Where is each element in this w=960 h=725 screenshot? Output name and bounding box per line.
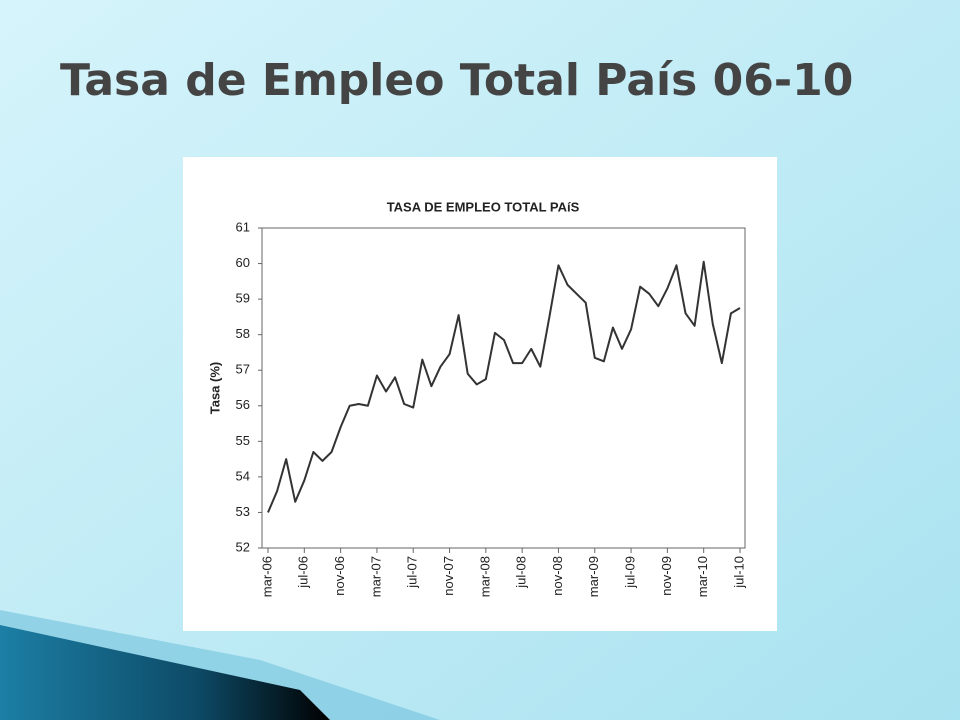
x-tick-label: jul-08 — [514, 556, 529, 589]
y-tick-label: 58 — [236, 326, 250, 341]
x-tick-label: mar-06 — [259, 556, 274, 597]
x-tick-label: jul-10 — [731, 556, 746, 589]
x-tick-label: jul-09 — [623, 556, 638, 589]
x-tick-label: mar-09 — [586, 556, 601, 597]
slide-title: Tasa de Empleo Total País 06-10 — [60, 55, 853, 106]
y-tick-label: 53 — [236, 504, 250, 519]
decor — [0, 625, 330, 720]
chart-title: TASA DE EMPLEO TOTAL PAíS — [387, 199, 580, 214]
x-tick-label: nov-08 — [550, 556, 565, 596]
y-tick-label: 59 — [236, 291, 250, 306]
x-tick-label: jul-06 — [296, 556, 311, 589]
x-tick-label: nov-09 — [659, 556, 674, 596]
x-tick-label: nov-06 — [332, 556, 347, 596]
chart-panel — [183, 157, 777, 631]
x-tick-label: mar-10 — [695, 556, 710, 597]
x-tick-label: nov-07 — [441, 556, 456, 596]
y-tick-label: 54 — [236, 468, 250, 483]
y-tick-label: 52 — [236, 539, 250, 554]
x-tick-label: mar-08 — [477, 556, 492, 597]
plot-frame — [261, 227, 746, 549]
y-tick-label: 55 — [236, 433, 250, 448]
x-tick-label: jul-07 — [405, 556, 420, 589]
y-tick-label: 61 — [236, 219, 250, 234]
y-axis-label: Tasa (%) — [207, 362, 222, 415]
y-tick-label: 57 — [236, 362, 250, 377]
data-line — [267, 260, 741, 513]
y-tick-label: 60 — [236, 255, 250, 270]
y-tick-label: 56 — [236, 397, 250, 412]
x-tick-label: mar-07 — [368, 556, 383, 597]
